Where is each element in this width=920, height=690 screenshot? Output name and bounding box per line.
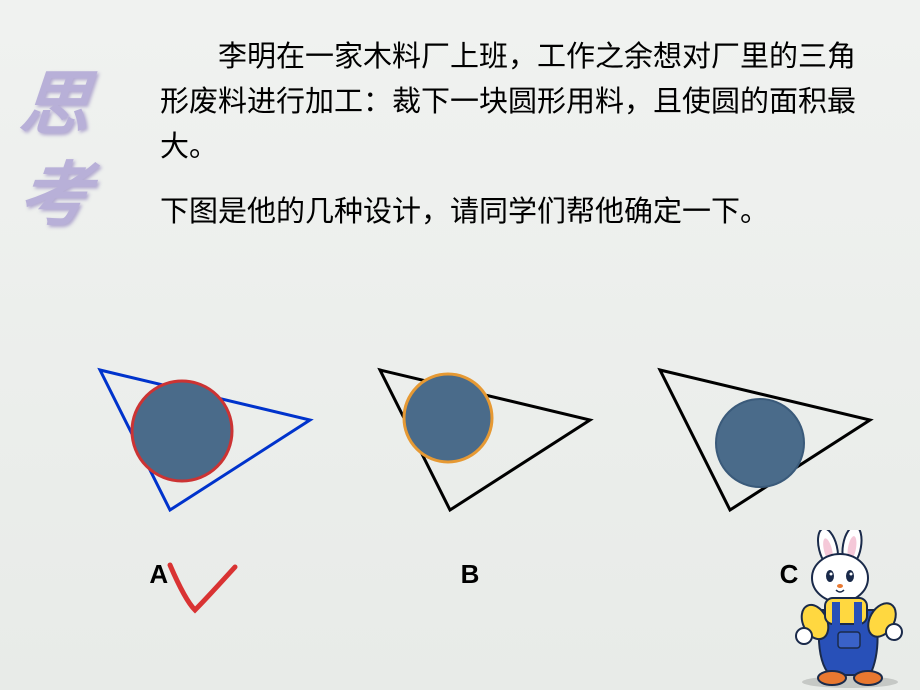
side-char-1: 思	[16, 60, 124, 151]
checkmark-icon	[155, 555, 245, 625]
diagram-b: B	[340, 310, 600, 590]
side-heading: 思 考	[20, 60, 120, 242]
body-text: 李明在一家木料厂上班，工作之余想对厂里的三角形废料进行加工：裁下一块圆形用料，且…	[160, 35, 880, 255]
triangle-circle-c-icon	[620, 310, 880, 540]
rabbit-mascot-icon	[770, 530, 920, 690]
label-b: B	[461, 559, 480, 590]
side-char-2: 考	[16, 151, 124, 242]
triangle-circle-b-icon	[340, 310, 600, 540]
circle-b	[404, 374, 492, 462]
circle-a	[132, 381, 232, 481]
paragraph-1: 李明在一家木料厂上班，工作之余想对厂里的三角形废料进行加工：裁下一块圆形用料，且…	[160, 35, 880, 170]
slide: 思 考 李明在一家木料厂上班，工作之余想对厂里的三角形废料进行加工：裁下一块圆形…	[0, 0, 920, 690]
circle-c	[716, 399, 804, 487]
paragraph-2: 下图是他的几种设计，请同学们帮他确定一下。	[160, 190, 880, 235]
diagram-a: A	[60, 310, 320, 590]
diagram-row: A B C	[60, 310, 880, 590]
triangle-circle-a-icon	[60, 310, 320, 540]
